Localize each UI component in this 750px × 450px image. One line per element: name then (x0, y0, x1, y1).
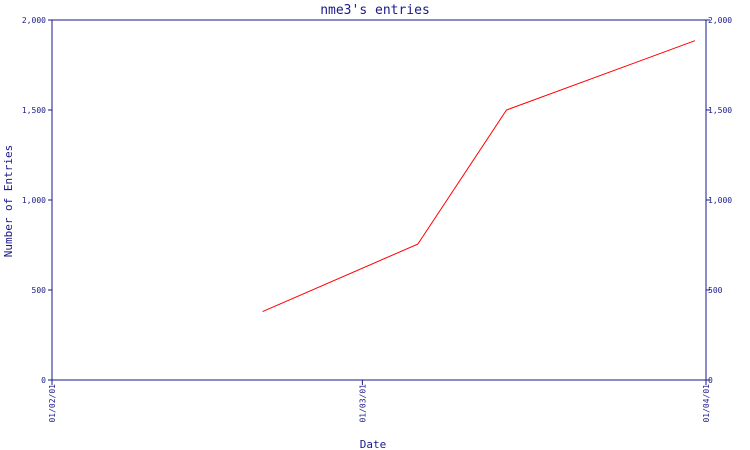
y-tick-label-left: 1,000 (22, 196, 46, 205)
y-axis-left-ticks: 0 500 1,000 1,500 2,000 (22, 16, 52, 385)
x-axis-label: Date (360, 438, 387, 450)
x-tick-label: 01/03/01 (358, 384, 367, 423)
x-axis-ticks: 01/02/01 01/03/01 01/04/01 (48, 380, 711, 423)
series-layer (262, 40, 696, 313)
x-tick-label: 01/04/01 (702, 384, 711, 423)
y-tick-label-right: 2,000 (708, 16, 732, 25)
y-tick-label-left: 2,000 (22, 16, 46, 25)
series-line (262, 40, 696, 313)
y-tick-label-right: 500 (708, 286, 723, 295)
y-tick-label-right: 1,500 (708, 106, 732, 115)
y-axis-right-ticks: 0 500 1,000 1,500 2,000 (706, 16, 732, 385)
y-tick-label-left: 0 (41, 376, 46, 385)
x-tick-label: 01/02/01 (48, 384, 57, 423)
y-tick-label-left: 1,500 (22, 106, 46, 115)
y-tick-label-right: 0 (708, 376, 713, 385)
chart-title: nme3's entries (320, 3, 430, 18)
y-axis-label: Number of Entries (2, 145, 15, 258)
plot-area-frame (51, 19, 707, 381)
y-tick-label-left: 500 (32, 286, 47, 295)
y-tick-label-right: 1,000 (708, 196, 732, 205)
